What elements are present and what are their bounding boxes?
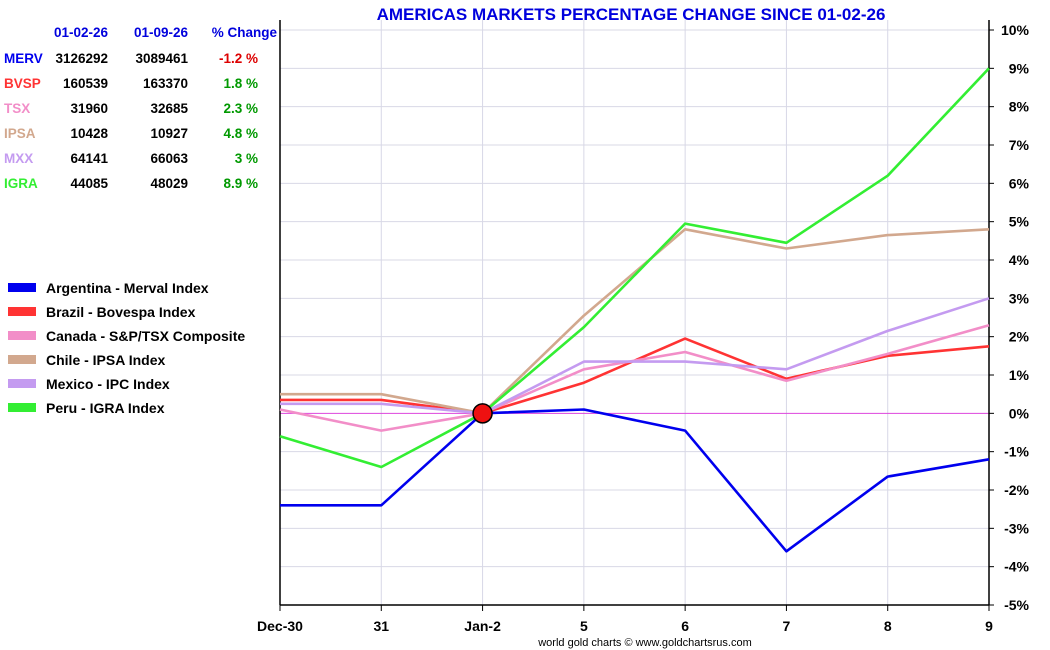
- y-tick-label: -5%: [1004, 597, 1029, 613]
- table-cell-end: 66063: [150, 151, 188, 166]
- y-tick-label: 4%: [1009, 252, 1030, 268]
- x-tick-label: 9: [985, 618, 993, 634]
- axes: 10% 9% 8% 7% 6% 5% 4% 3% 2% 1% 0% -1% -2% -3% -4% -5% De…: [257, 20, 1030, 634]
- x-tick-label: Jan-2: [464, 618, 501, 634]
- y-tick-label: -2%: [1004, 482, 1029, 498]
- x-tick-label: 8: [884, 618, 892, 634]
- x-tick-label: 31: [373, 618, 389, 634]
- table-cell-end: 48029: [150, 176, 188, 191]
- x-tick-label: 5: [580, 618, 588, 634]
- table-header: % Change: [212, 25, 278, 40]
- legend-label: Canada - S&P/TSX Composite: [46, 328, 245, 344]
- series-line-peru: [279, 67, 990, 469]
- chart-title: AMERICAS MARKETS PERCENTAGE CHANGE SINCE…: [377, 5, 886, 24]
- y-tick-label: 0%: [1009, 405, 1030, 421]
- legend-swatch: [8, 403, 36, 412]
- reference-marker: [472, 403, 493, 424]
- table-cell-change: 4.8 %: [223, 126, 258, 141]
- table-cell-start: 160539: [63, 76, 108, 91]
- table-cell-change: 2.3 %: [223, 101, 258, 116]
- table-cell-start: 3126292: [55, 51, 108, 66]
- y-tick-label: -1%: [1004, 444, 1029, 460]
- y-tick-label: 3%: [1009, 290, 1030, 306]
- legend-label: Peru - IGRA Index: [46, 400, 165, 416]
- legend-label: Chile - IPSA Index: [46, 352, 165, 368]
- legend-swatch: [8, 355, 36, 364]
- series-lines: [279, 67, 990, 553]
- table-header: 01-02-26: [54, 25, 109, 40]
- series-line-argentina: [280, 408, 990, 553]
- legend-label: Mexico - IPC Index: [46, 376, 170, 392]
- y-tick-label: -3%: [1004, 520, 1029, 536]
- table-cell-change: 3 %: [235, 151, 258, 166]
- table-row-symbol: MXX: [4, 151, 33, 166]
- table-cell-end: 163370: [143, 76, 188, 91]
- table-cell-start: 64141: [70, 151, 108, 166]
- x-tick-label: 7: [783, 618, 791, 634]
- table-header: 01-09-26: [134, 25, 189, 40]
- y-tick-label: 2%: [1009, 329, 1030, 345]
- y-tick-label: 5%: [1009, 214, 1030, 230]
- table-cell-change: 8.9 %: [223, 176, 258, 191]
- table-cell-start: 44085: [70, 176, 108, 191]
- table-cell-start: 31960: [70, 101, 108, 116]
- table-cell-start: 10428: [70, 126, 108, 141]
- legend: Argentina - Merval Index Brazil - Bovespa…: [8, 280, 245, 416]
- table-row-symbol: IPSA: [4, 126, 36, 141]
- series-line-canada: [279, 323, 990, 432]
- table-cell-change: 1.8 %: [223, 76, 258, 91]
- table-cell-end: 3089461: [135, 51, 188, 66]
- series-line-brazil: [280, 337, 990, 415]
- legend-label: Argentina - Merval Index: [46, 280, 209, 296]
- y-tick-label: -4%: [1004, 559, 1029, 575]
- data-table: 01-02-26 01-09-26 % Change MERV 3126292 30894…: [4, 25, 277, 191]
- table-row-symbol: TSX: [4, 101, 30, 116]
- table-cell-change: -1.2 %: [219, 51, 258, 66]
- y-tick-label: 6%: [1009, 175, 1030, 191]
- y-tick-label: 1%: [1009, 367, 1030, 383]
- x-tick-label: Dec-30: [257, 618, 303, 634]
- table-row-symbol: IGRA: [4, 176, 38, 191]
- legend-swatch: [8, 283, 36, 292]
- table-row-symbol: BVSP: [4, 76, 41, 91]
- y-tick-label: 8%: [1009, 99, 1030, 115]
- series-line-mexico: [280, 297, 990, 415]
- y-tick-label: 7%: [1009, 137, 1030, 153]
- y-tick-label: 10%: [1001, 22, 1030, 38]
- table-cell-end: 10927: [150, 126, 188, 141]
- legend-swatch: [8, 331, 36, 340]
- table-cell-end: 32685: [150, 101, 188, 116]
- x-tick-label: 6: [681, 618, 689, 634]
- series-line-chile: [280, 228, 990, 415]
- table-row-symbol: MERV: [4, 51, 43, 66]
- legend-label: Brazil - Bovespa Index: [46, 304, 196, 320]
- grid: [280, 20, 989, 606]
- legend-swatch: [8, 307, 36, 316]
- legend-swatch: [8, 379, 36, 388]
- footer-credit: world gold charts © www.goldchartsrus.co…: [537, 637, 752, 649]
- y-tick-label: 9%: [1009, 60, 1030, 76]
